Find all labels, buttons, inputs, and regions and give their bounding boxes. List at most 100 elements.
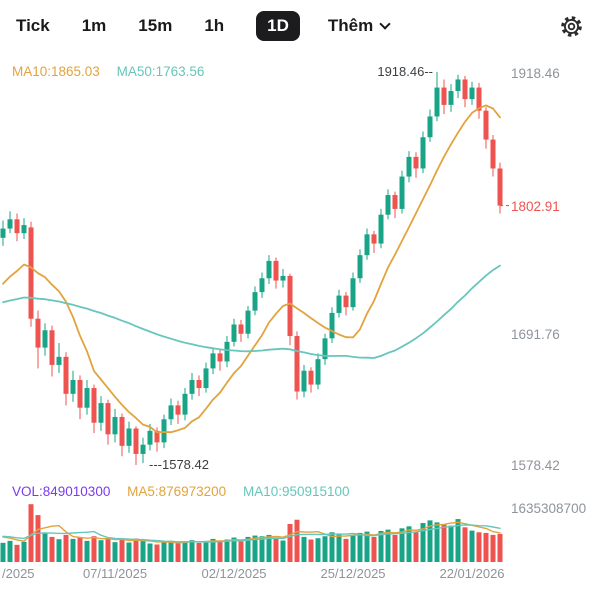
volume-ma10-line (2, 524, 501, 543)
candle-body (364, 234, 370, 256)
ma10-legend: MA10:1865.03 (12, 64, 100, 79)
chevron-down-icon (379, 18, 391, 30)
volume-bar (322, 536, 328, 562)
volume-bar (364, 531, 370, 562)
candle-body (42, 330, 48, 348)
candle-body (469, 87, 475, 100)
candle-body (497, 168, 503, 206)
tab-1m[interactable]: 1m (81, 16, 107, 35)
volume-bar (378, 530, 384, 562)
candle-body (7, 219, 13, 229)
volume-bar (35, 515, 41, 562)
volume-bar (434, 522, 440, 562)
candle-body (231, 324, 237, 342)
volume-bar (70, 538, 76, 562)
candle-body (133, 428, 139, 454)
volume-bar (427, 520, 433, 562)
volume-bar (385, 529, 391, 562)
volume-bar (63, 534, 69, 562)
price-ma-legend: MA10:1865.03 MA50:1763.56 (12, 64, 217, 79)
candle-body (210, 353, 216, 369)
candlestick-chart[interactable]: 1918.46-- ---1578.42 (0, 52, 600, 600)
volume-legend: VOL:849010300 MA5:876973200 MA10:9509151… (12, 484, 363, 499)
volume-bar (294, 519, 300, 562)
ma50-legend: MA50:1763.56 (116, 64, 205, 79)
volume-bar (98, 540, 104, 562)
volume-bar (21, 541, 27, 562)
price-axis-label-low: 1578.42 (511, 458, 560, 473)
volume-bar (280, 540, 286, 562)
time-label-1: 07/11/2025 (82, 566, 148, 581)
volume-axis-label: 1635308700 (511, 501, 587, 516)
volume-bar (196, 542, 202, 562)
price-axis-label-mid: 1691.76 (511, 327, 560, 342)
volume-bar (441, 524, 447, 562)
candle-body (308, 370, 314, 385)
candle-body (119, 416, 125, 446)
candle-body (483, 110, 489, 140)
candle-body (175, 405, 181, 415)
candle-body (420, 137, 426, 169)
candle-body (392, 195, 398, 209)
volume-bar (252, 535, 258, 562)
volume-bar (49, 536, 55, 562)
volume-bar (210, 538, 216, 562)
tab-15m[interactable]: 15m (138, 16, 173, 35)
volume-bar (462, 527, 468, 562)
candle-body (301, 370, 307, 392)
volume-bar (329, 532, 335, 562)
candle-body (287, 275, 293, 337)
tab-1d[interactable]: 1D (256, 11, 300, 41)
candle-body (161, 419, 167, 443)
candle-body (182, 393, 188, 415)
candle-body (329, 312, 335, 339)
volume-bar (14, 544, 20, 562)
candle-body (476, 87, 482, 111)
candle-body (91, 388, 97, 423)
tab-more[interactable]: Thêm (328, 16, 391, 36)
volume-bar (455, 519, 461, 562)
candle-body (63, 356, 69, 394)
volume-bar (483, 532, 489, 562)
volume-bar (350, 534, 356, 562)
current-price-label: 1802.91 (511, 199, 560, 214)
volume-bar (238, 541, 244, 562)
volume-bar (315, 538, 321, 562)
candle-body (434, 87, 440, 117)
volume-bar (357, 532, 363, 562)
tab-tick[interactable]: Tick (16, 16, 50, 35)
volume-bar (308, 539, 314, 562)
volume-bar (371, 536, 377, 562)
volume-bar (168, 540, 174, 562)
volume-bar (217, 541, 223, 562)
volume-bar (399, 528, 405, 562)
volume-bar (406, 526, 412, 562)
volume-bar (273, 538, 279, 562)
price-axis-label-high: 1918.46 (511, 66, 560, 81)
candle-body (294, 336, 300, 392)
candle-body (371, 234, 377, 244)
candle-body (21, 225, 27, 234)
candle-body (399, 176, 405, 209)
candle-body (70, 379, 76, 394)
candle-body (336, 295, 342, 313)
vol-ma5-legend: MA5:876973200 (127, 484, 227, 499)
candle-body (112, 416, 118, 435)
volume-bar (0, 542, 6, 562)
time-label-3: 25/12/2025 (320, 566, 386, 581)
candle-body (462, 79, 468, 100)
vol-legend: VOL:849010300 (12, 484, 111, 499)
settings-icon[interactable] (559, 14, 584, 39)
time-label-0: /2025 (2, 566, 35, 581)
candle-body (343, 295, 349, 308)
candle-body (350, 278, 356, 308)
volume-bar (189, 540, 195, 562)
candle-body (266, 260, 272, 279)
candle-body (0, 228, 6, 238)
tab-1h[interactable]: 1h (204, 16, 225, 35)
volume-bar (231, 537, 237, 562)
low-annotation: ---1578.42 (149, 457, 209, 472)
volume-bar (7, 540, 13, 562)
volume-bar (182, 541, 188, 562)
volume-bar (42, 532, 48, 562)
